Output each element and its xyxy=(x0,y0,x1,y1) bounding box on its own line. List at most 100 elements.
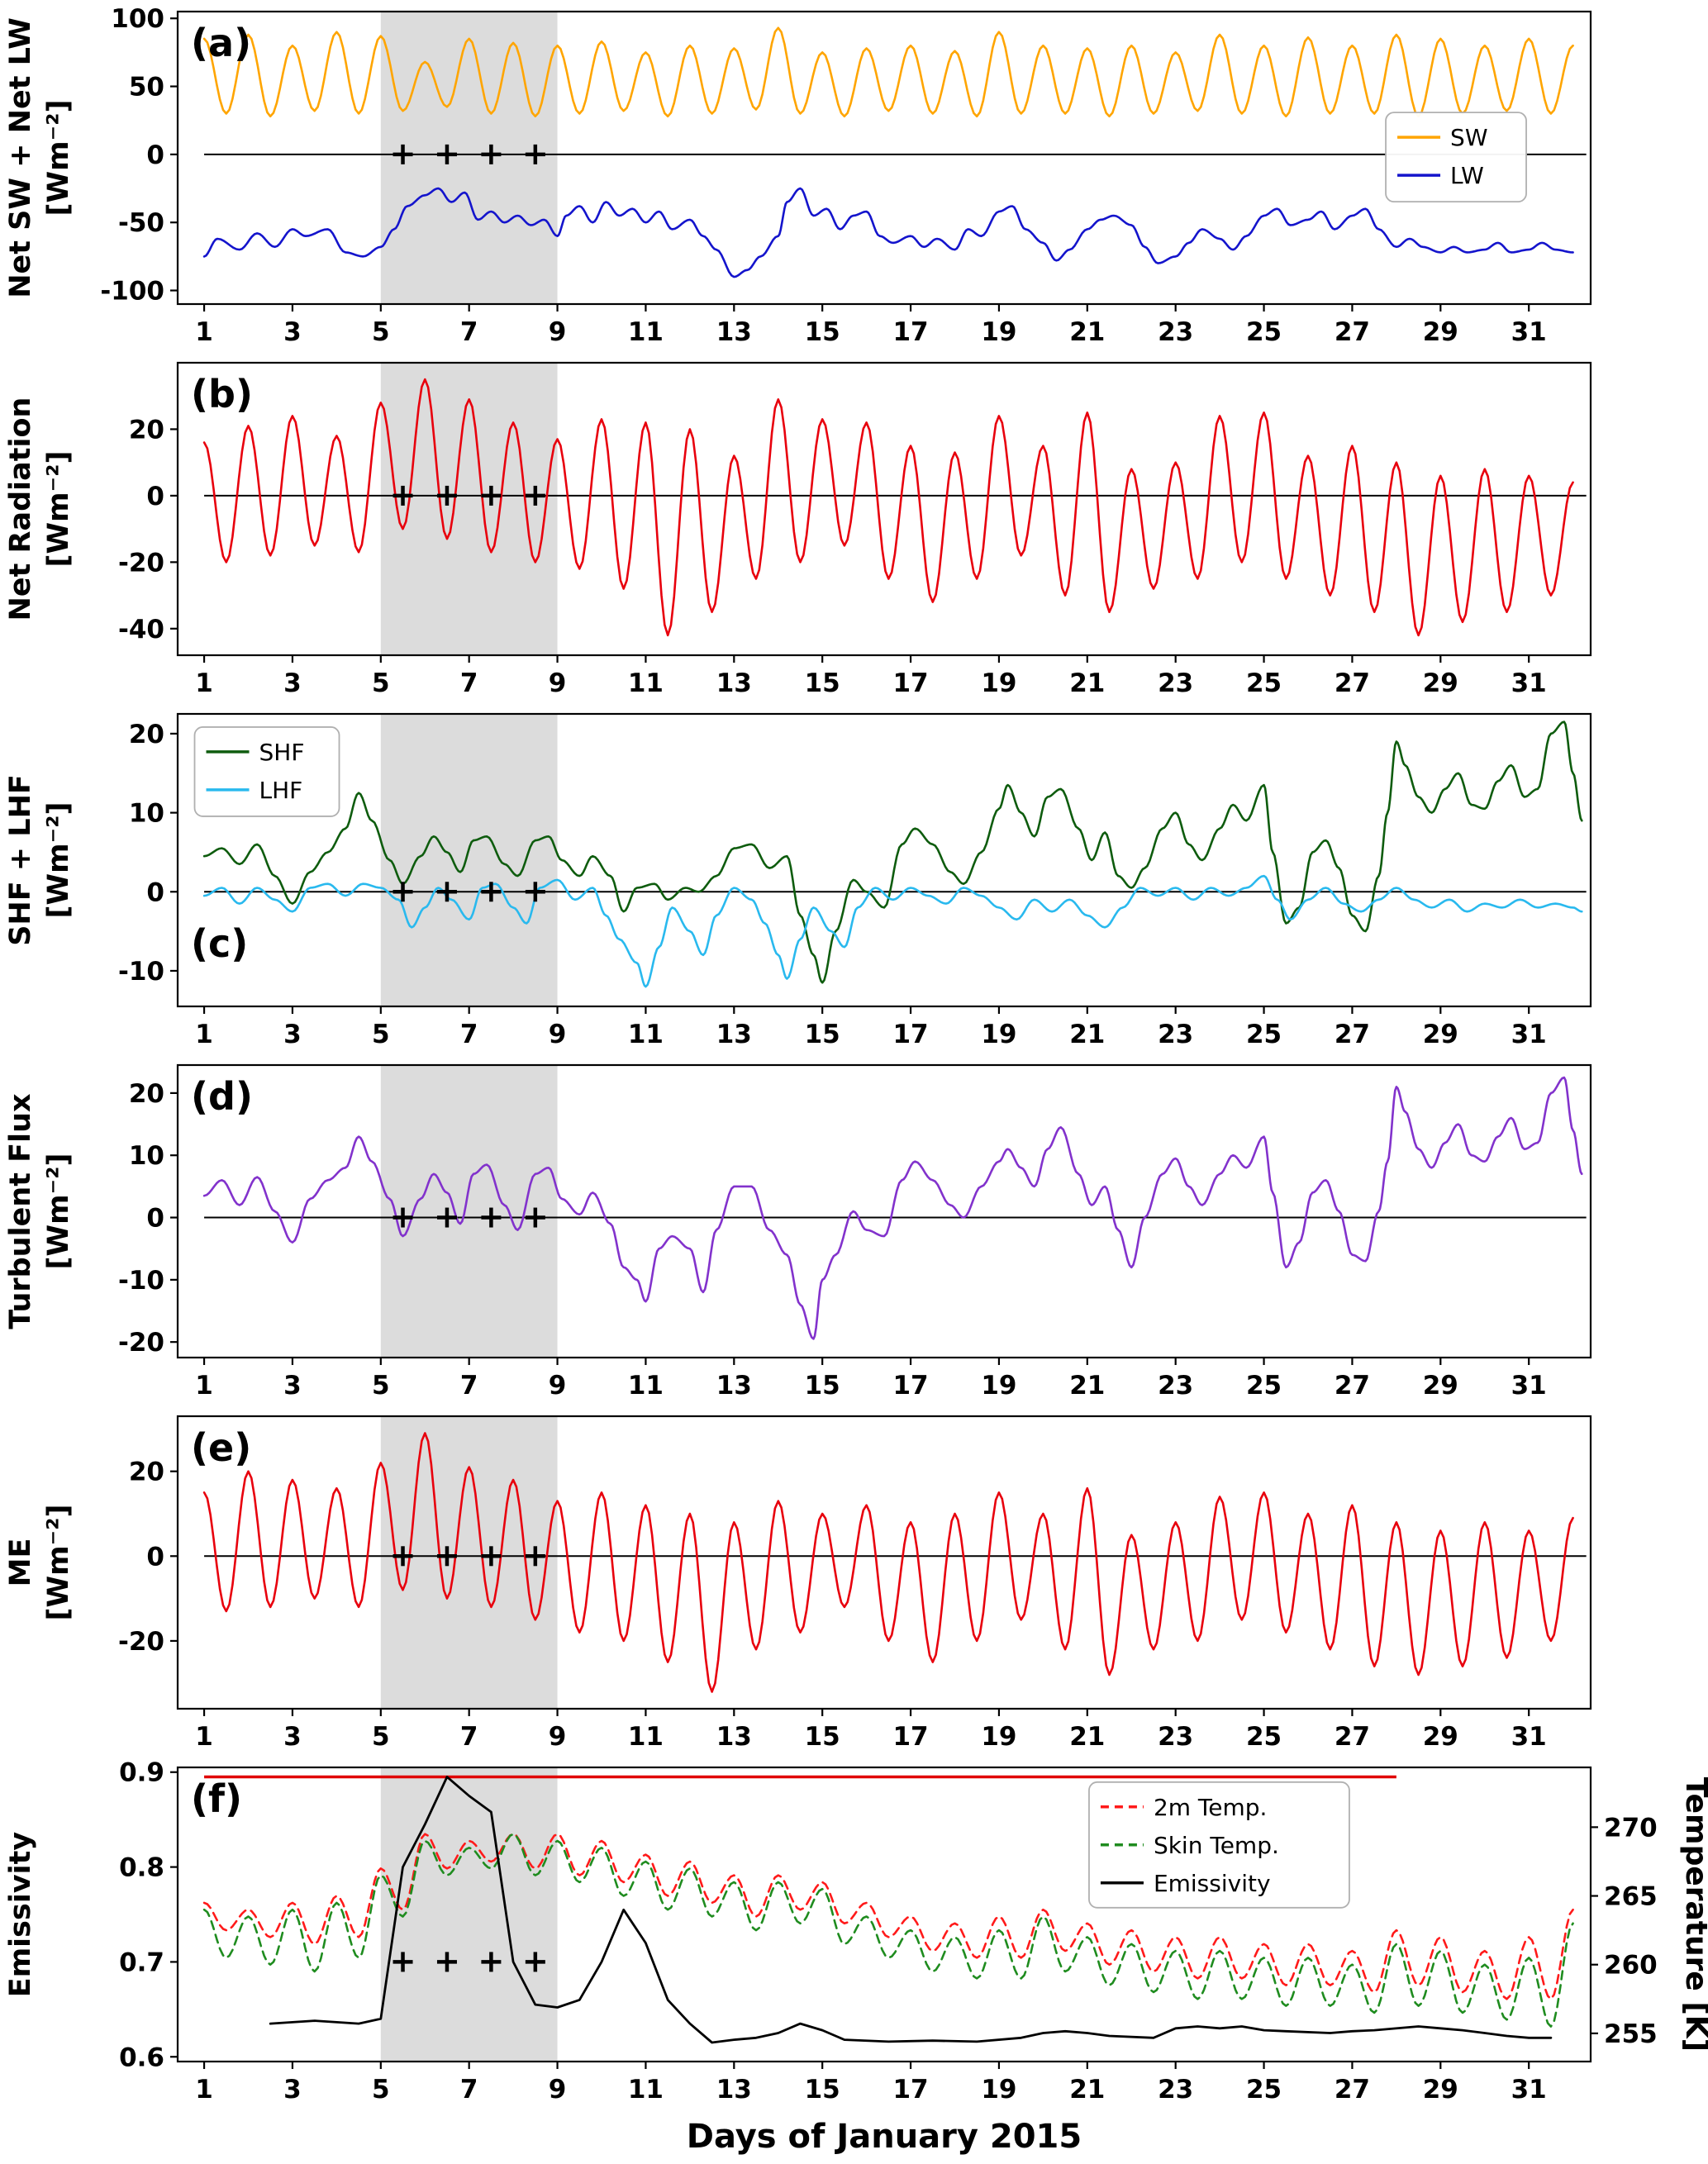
svg-text:31: 31 xyxy=(1511,1371,1547,1401)
svg-text:17: 17 xyxy=(892,1371,928,1401)
svg-text:7: 7 xyxy=(460,668,478,698)
svg-text:7: 7 xyxy=(460,1371,478,1401)
svg-text:20: 20 xyxy=(129,1079,164,1109)
svg-text:27: 27 xyxy=(1335,1371,1370,1401)
svg-text:5: 5 xyxy=(372,317,390,347)
svg-text:Temperature [K]: Temperature [K] xyxy=(1679,1777,1708,2052)
svg-text:(c): (c) xyxy=(191,921,248,966)
svg-text:15: 15 xyxy=(805,317,840,347)
svg-text:LW: LW xyxy=(1450,162,1484,189)
panel-f-emissivity-temperature-chart: 1 3 5 7 9 11 13 15 17 19 21 23 25 27 29 310.60.70.80.92… xyxy=(4,1758,1708,2105)
svg-text:19: 19 xyxy=(981,668,1016,698)
svg-text:0: 0 xyxy=(146,1542,164,1572)
svg-text:15: 15 xyxy=(805,1722,840,1752)
svg-text:17: 17 xyxy=(892,1722,928,1752)
svg-text:13: 13 xyxy=(716,1020,752,1049)
svg-text:11: 11 xyxy=(628,1722,664,1752)
svg-text:Net Radiation: Net Radiation xyxy=(4,397,37,621)
svg-text:1: 1 xyxy=(195,2075,213,2105)
svg-text:265: 265 xyxy=(1604,1882,1658,1912)
svg-text:25: 25 xyxy=(1246,1371,1282,1401)
svg-text:5: 5 xyxy=(372,1722,390,1752)
svg-text:2m Temp.: 2m Temp. xyxy=(1154,1794,1268,1821)
svg-text:Skin Temp.: Skin Temp. xyxy=(1154,1832,1279,1859)
svg-text:7: 7 xyxy=(460,1020,478,1049)
svg-text:10: 10 xyxy=(129,1141,164,1171)
svg-text:23: 23 xyxy=(1158,668,1193,698)
svg-text:15: 15 xyxy=(805,1020,840,1049)
svg-text:23: 23 xyxy=(1158,1371,1193,1401)
svg-text:19: 19 xyxy=(981,1371,1016,1401)
svg-text:15: 15 xyxy=(805,2075,840,2105)
svg-text:21: 21 xyxy=(1069,1722,1105,1752)
svg-text:25: 25 xyxy=(1246,317,1282,347)
svg-text:SW: SW xyxy=(1450,124,1487,151)
svg-text:ME: ME xyxy=(4,1539,37,1587)
svg-text:27: 27 xyxy=(1335,317,1370,347)
svg-text:21: 21 xyxy=(1069,668,1105,698)
svg-text:5: 5 xyxy=(372,1020,390,1049)
svg-text:-10: -10 xyxy=(118,1266,164,1296)
svg-text:17: 17 xyxy=(892,668,928,698)
svg-text:7: 7 xyxy=(460,1722,478,1752)
svg-text:29: 29 xyxy=(1423,1722,1458,1752)
svg-text:-20: -20 xyxy=(118,548,164,578)
svg-text:19: 19 xyxy=(981,1722,1016,1752)
svg-text:11: 11 xyxy=(628,2075,664,2105)
svg-text:1: 1 xyxy=(195,1020,213,1049)
svg-text:31: 31 xyxy=(1511,1020,1547,1049)
svg-text:29: 29 xyxy=(1423,1020,1458,1049)
svg-text:5: 5 xyxy=(372,2075,390,2105)
svg-text:-20: -20 xyxy=(118,1328,164,1358)
svg-text:25: 25 xyxy=(1246,2075,1282,2105)
svg-text:17: 17 xyxy=(892,317,928,347)
svg-text:27: 27 xyxy=(1335,668,1370,698)
svg-text:0.6: 0.6 xyxy=(119,2043,164,2072)
svg-text:11: 11 xyxy=(628,317,664,347)
svg-text:27: 27 xyxy=(1335,1020,1370,1049)
svg-text:-20: -20 xyxy=(118,1627,164,1657)
svg-text:29: 29 xyxy=(1423,2075,1458,2105)
svg-text:3: 3 xyxy=(283,317,302,347)
svg-text:21: 21 xyxy=(1069,317,1105,347)
svg-text:Emissivity: Emissivity xyxy=(4,1832,37,1998)
svg-text:23: 23 xyxy=(1158,317,1193,347)
svg-text:11: 11 xyxy=(628,668,664,698)
svg-text:19: 19 xyxy=(981,2075,1016,2105)
svg-text:25: 25 xyxy=(1246,668,1282,698)
svg-text:SHF: SHF xyxy=(259,739,305,766)
svg-text:15: 15 xyxy=(805,668,840,698)
svg-text:[Wm⁻²]: [Wm⁻²] xyxy=(42,451,75,568)
svg-text:25: 25 xyxy=(1246,1020,1282,1049)
svg-text:Turbulent Flux: Turbulent Flux xyxy=(4,1093,37,1329)
svg-text:21: 21 xyxy=(1069,1020,1105,1049)
svg-text:0: 0 xyxy=(146,877,164,907)
svg-text:9: 9 xyxy=(549,668,567,698)
svg-text:7: 7 xyxy=(460,317,478,347)
svg-text:-40: -40 xyxy=(118,615,164,644)
svg-text:17: 17 xyxy=(892,1020,928,1049)
svg-text:270: 270 xyxy=(1604,1813,1658,1843)
svg-text:0: 0 xyxy=(146,482,164,511)
svg-text:13: 13 xyxy=(716,1722,752,1752)
svg-text:9: 9 xyxy=(549,1371,567,1401)
svg-text:3: 3 xyxy=(283,1722,302,1752)
svg-text:0: 0 xyxy=(146,140,164,170)
svg-text:1: 1 xyxy=(195,317,213,347)
svg-text:17: 17 xyxy=(892,2075,928,2105)
svg-text:13: 13 xyxy=(716,317,752,347)
svg-text:[Wm⁻²]: [Wm⁻²] xyxy=(42,1153,75,1270)
svg-text:29: 29 xyxy=(1423,317,1458,347)
svg-text:13: 13 xyxy=(716,1371,752,1401)
svg-text:SHF + LHF: SHF + LHF xyxy=(4,774,37,946)
svg-text:31: 31 xyxy=(1511,668,1547,698)
svg-text:3: 3 xyxy=(283,1020,302,1049)
svg-text:27: 27 xyxy=(1335,2075,1370,2105)
svg-text:[Wm⁻²]: [Wm⁻²] xyxy=(42,802,75,919)
svg-text:25: 25 xyxy=(1246,1722,1282,1752)
svg-text:260: 260 xyxy=(1604,1951,1658,1981)
svg-text:100: 100 xyxy=(111,4,164,34)
svg-text:15: 15 xyxy=(805,1371,840,1401)
svg-text:31: 31 xyxy=(1511,1722,1547,1752)
